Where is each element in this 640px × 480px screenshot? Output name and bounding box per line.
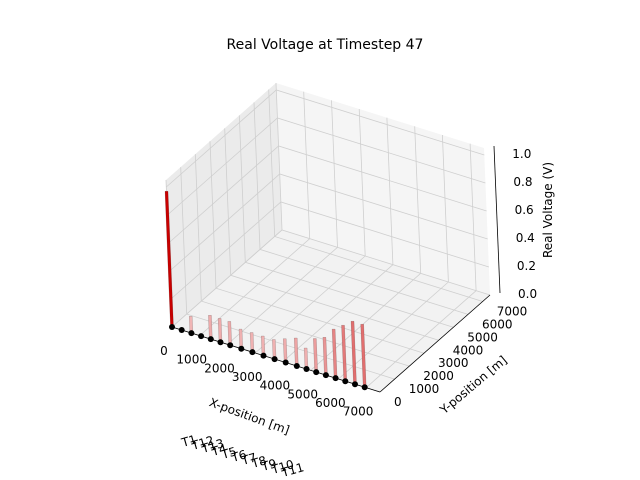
bus-node-marker — [260, 352, 267, 359]
x-tick-label: 6000 — [315, 396, 346, 410]
x-tick-label: 4000 — [260, 379, 291, 393]
y-tick-label: 6000 — [482, 317, 513, 331]
x-tick-label: 0 — [160, 344, 168, 358]
z-gridline — [169, 173, 488, 272]
y-tick-label: 2000 — [423, 369, 454, 383]
node-label: T13 — [199, 436, 226, 456]
z-axis-label: Real Voltage (V) — [541, 162, 555, 258]
back-pane — [276, 83, 490, 295]
x-tick-label: 1000 — [176, 353, 207, 367]
voltage-bar — [217, 318, 223, 343]
tick-labels: 0100020003000400050006000700001000200030… — [160, 147, 537, 419]
z-gridline — [171, 229, 491, 328]
y-tick-label: 5000 — [467, 330, 498, 344]
node-label: T6 — [229, 447, 248, 465]
bus-nodes — [169, 324, 368, 391]
z-tick-label: 0.8 — [513, 175, 532, 189]
bus-node-marker — [352, 381, 358, 388]
bus-node-marker — [238, 345, 245, 352]
node-label: T7 — [239, 450, 258, 468]
z-axis-line — [493, 145, 501, 294]
bus-node-marker — [207, 336, 214, 343]
z-gridline — [167, 117, 486, 216]
voltage-bars — [164, 190, 367, 388]
x-tick-label: 3000 — [232, 370, 263, 384]
chart-title: Real Voltage at Timestep 47 — [227, 37, 424, 53]
y-tick-label: 1000 — [409, 382, 440, 396]
x-tick-label: 2000 — [204, 361, 235, 375]
y-tick-label: 0 — [394, 395, 402, 409]
z-gridline — [168, 145, 487, 244]
z-tick-label: 0.0 — [518, 287, 537, 301]
node-label: T11 — [279, 460, 306, 480]
bus-node-marker — [227, 342, 234, 349]
node-label: T5 — [219, 444, 238, 462]
y-tick-label: 4000 — [453, 343, 484, 357]
voltage-bar — [303, 347, 309, 370]
bus-node-marker — [271, 356, 278, 363]
y-tick-label: 3000 — [438, 356, 469, 370]
bus-node-marker — [322, 372, 329, 379]
bus-node-marker — [217, 339, 224, 346]
z-gridline — [170, 201, 490, 300]
y-axis-line — [379, 294, 491, 393]
voltage-bar — [282, 338, 288, 363]
z-gridline — [166, 89, 485, 188]
x-tick-label: 7000 — [343, 405, 374, 419]
bus-node-marker — [169, 324, 175, 330]
bus-node-marker — [361, 384, 368, 391]
bus-node-marker — [282, 359, 289, 366]
bus-node-marker — [303, 366, 310, 372]
bus-node-marker — [313, 369, 320, 376]
voltage-bar — [208, 315, 213, 340]
bus-node-marker — [198, 333, 205, 340]
bus-node-marker — [249, 349, 256, 356]
x-tick-label: 5000 — [287, 387, 318, 401]
axis-panes — [166, 83, 490, 392]
z-tick-label: 0.4 — [516, 231, 535, 245]
left-pane — [166, 83, 282, 327]
z-tick-label: 0.2 — [517, 259, 536, 273]
z-tick-label: 0.6 — [515, 203, 534, 217]
y-tick-label: 7000 — [497, 305, 528, 319]
node-label: T8 — [249, 453, 268, 471]
bus-node-marker — [188, 330, 195, 337]
node-label: T12 — [189, 433, 216, 453]
node-label: T1 — [179, 432, 198, 450]
bus-node-marker — [178, 327, 185, 333]
x-axis-label: X-position [m] — [207, 395, 291, 437]
voltage-bar — [227, 321, 232, 346]
bus-node-marker — [342, 378, 349, 385]
node-label: T10 — [269, 457, 296, 477]
node-label: T4 — [209, 441, 228, 459]
bus-node-marker — [332, 375, 339, 382]
bus-node-marker — [293, 363, 300, 369]
node-label: T9 — [259, 456, 278, 474]
z-tick-label: 1.0 — [512, 147, 531, 161]
